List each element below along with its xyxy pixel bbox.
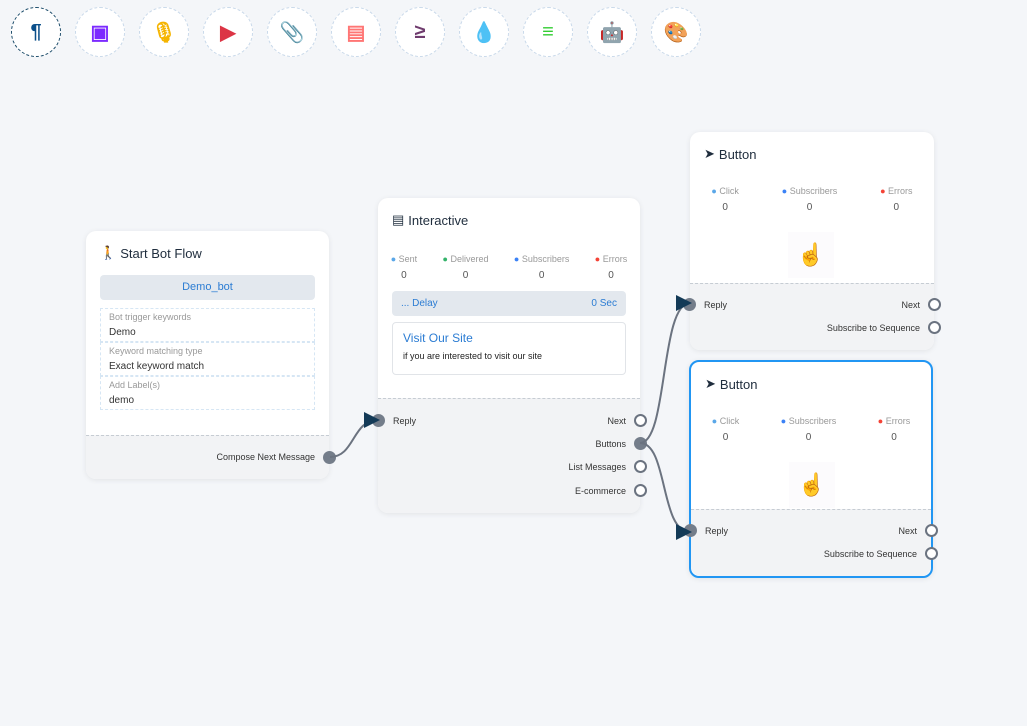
cursor-icon: ➤ <box>705 376 716 391</box>
stat-errors: ● Errors 0 <box>594 254 628 281</box>
input-port-reply[interactable] <box>684 524 697 537</box>
output-label-ecommerce: E-commerce <box>574 486 626 496</box>
tool-greater-equal-button[interactable]: ≥ <box>395 7 445 57</box>
stat-errors: ● Errors 0 <box>877 416 911 443</box>
stats-row: ● Click 0 ● Subscribers 0 ● Errors 0 <box>691 416 931 443</box>
output-port-list-messages[interactable] <box>634 460 647 473</box>
user-circle-icon: ● <box>513 254 520 264</box>
node-footer: Compose Next Message <box>86 435 336 479</box>
tool-robot-button[interactable]: 🤖 <box>587 7 637 57</box>
button-node[interactable]: ➤ Button ● Click 0 ● Subscribers 0 ● Errors 0 … <box>683 132 941 350</box>
output-port-next[interactable] <box>928 298 941 311</box>
stat-subscribers: ● Subscribers 0 <box>781 186 838 213</box>
bug-icon: ● <box>880 186 886 196</box>
tool-youtube-button[interactable]: ▶ <box>203 7 253 57</box>
output-label-next: Next <box>901 300 920 310</box>
click-hand-icon: ☝ <box>789 462 835 508</box>
cursor-icon: ➤ <box>704 146 715 161</box>
connection-buttons-to-button1 <box>639 295 692 444</box>
tool-drop-button[interactable]: 💧 <box>459 7 509 57</box>
input-label: Reply <box>704 300 728 310</box>
trigger-keywords-field[interactable]: Bot trigger keywords Demo <box>100 308 315 342</box>
tool-image-button[interactable]: ▣ <box>75 7 125 57</box>
stat-delivered: ● Delivered 0 <box>442 254 489 281</box>
output-label-next: Next <box>607 416 626 426</box>
stat-sent: ● Sent 0 <box>390 254 418 281</box>
user-circle-icon: ● <box>780 416 787 426</box>
bug-icon: ● <box>877 416 884 426</box>
card-title: Visit Our Site <box>403 331 473 345</box>
tool-microphone-button[interactable]: 🎙 <box>139 7 189 57</box>
tool-palette-button[interactable]: 🎨 <box>651 7 701 57</box>
bot-name-badge[interactable]: Demo_bot <box>100 275 315 300</box>
tool-paperclip-button[interactable]: 📎 <box>267 7 317 57</box>
tool-stack-overflow-button[interactable]: ≡ <box>523 7 573 57</box>
message-card[interactable]: Visit Our Site if you are interested to … <box>392 322 626 375</box>
bug-icon: ● <box>594 254 601 264</box>
image-icon: ▣ <box>90 21 110 44</box>
stat-subscribers: ● Subscribers 0 <box>513 254 570 281</box>
palette-icon: 🎨 <box>663 21 689 44</box>
microphone-icon: 🎙 <box>151 21 177 44</box>
newspaper-icon: ▤ <box>346 21 366 44</box>
stat-click: ● Click 0 <box>711 186 739 213</box>
output-label-next: Next <box>898 526 917 536</box>
input-label: Reply <box>393 416 417 426</box>
output-port-next[interactable] <box>925 524 938 537</box>
matching-type-field[interactable]: Keyword matching type Exact keyword match <box>100 342 315 376</box>
paragraph-icon: ¶ <box>30 20 42 43</box>
component-toolbar: ¶ ▣ 🎙 ▶ 📎 ▤ ≥ 💧 ≡ 🤖 🎨 <box>11 7 701 57</box>
user-circle-icon: ● <box>781 186 788 196</box>
walking-icon: 🚶 <box>100 245 117 260</box>
output-label-subscribe: Subscribe to Sequence <box>826 323 920 333</box>
card-text: if you are interested to visit our site <box>403 351 543 361</box>
paper-plane-icon: ● <box>390 254 397 264</box>
delay-bar[interactable]: ... Delay 0 Sec <box>392 291 626 316</box>
stats-row: ● Click 0 ● Subscribers 0 ● Errors 0 <box>690 186 934 213</box>
greater-equal-icon: ≥ <box>414 20 426 43</box>
output-port-buttons[interactable] <box>634 437 647 450</box>
node-footer: Reply Next Buttons List Messages E-comme… <box>372 398 647 513</box>
node-title: ▤ Interactive <box>392 212 469 228</box>
button-node[interactable]: ➤ Button ● Click 0 ● Subscribers 0 ● Errors 0 … <box>684 360 938 578</box>
input-label: Reply <box>705 526 729 536</box>
input-port-reply[interactable] <box>683 298 696 311</box>
output-port-compose-next[interactable] <box>323 451 336 464</box>
pointer-hand-icon: ● <box>711 416 718 426</box>
stat-subscribers: ● Subscribers 0 <box>780 416 837 443</box>
tool-newspaper-button[interactable]: ▤ <box>331 7 381 57</box>
youtube-icon: ▶ <box>220 21 236 44</box>
node-title: ➤ Button <box>705 376 758 392</box>
drop-icon: 💧 <box>471 21 497 44</box>
output-label-buttons: Buttons <box>595 439 626 449</box>
output-port-next[interactable] <box>634 414 647 427</box>
output-label: Compose Next Message <box>216 452 315 462</box>
connection-buttons-to-button2 <box>639 442 692 540</box>
pointer-hand-icon: ● <box>711 186 717 196</box>
output-port-ecommerce[interactable] <box>634 484 647 497</box>
stat-click: ● Click 0 <box>711 416 740 443</box>
robot-icon: 🤖 <box>599 21 625 44</box>
output-port-subscribe[interactable] <box>925 547 938 560</box>
node-footer: Reply Next Subscribe to Sequence <box>684 509 938 576</box>
click-hand-icon: ☝ <box>788 232 834 278</box>
stat-errors: ● Errors 0 <box>880 186 913 213</box>
node-footer: Reply Next Subscribe to Sequence <box>683 283 941 350</box>
start-bot-flow-node[interactable]: 🚶 Start Bot Flow Demo_bot Bot trigger key… <box>86 231 336 479</box>
labels-field[interactable]: Add Label(s) demo <box>100 376 315 410</box>
node-title: 🚶 Start Bot Flow <box>100 245 202 261</box>
output-label-subscribe: Subscribe to Sequence <box>823 549 917 559</box>
stack-overflow-icon: ≡ <box>542 20 554 43</box>
tool-paragraph-button[interactable]: ¶ <box>11 7 61 57</box>
paperclip-icon: 📎 <box>279 21 305 44</box>
output-port-subscribe[interactable] <box>928 321 941 334</box>
input-port-reply[interactable] <box>372 414 385 427</box>
stats-row: ● Sent 0 ● Delivered 0 ● Subscribers 0 ● Error… <box>378 254 640 281</box>
output-label-list-messages: List Messages <box>568 462 626 472</box>
newspaper-icon: ▤ <box>392 212 405 227</box>
interactive-node[interactable]: ▤ Interactive ● Sent 0 ● Delivered 0 ● Subscr… <box>372 198 647 513</box>
check-circle-icon: ● <box>442 254 448 264</box>
connection-start-to-interactive <box>329 412 380 458</box>
node-title: ➤ Button <box>704 146 757 162</box>
